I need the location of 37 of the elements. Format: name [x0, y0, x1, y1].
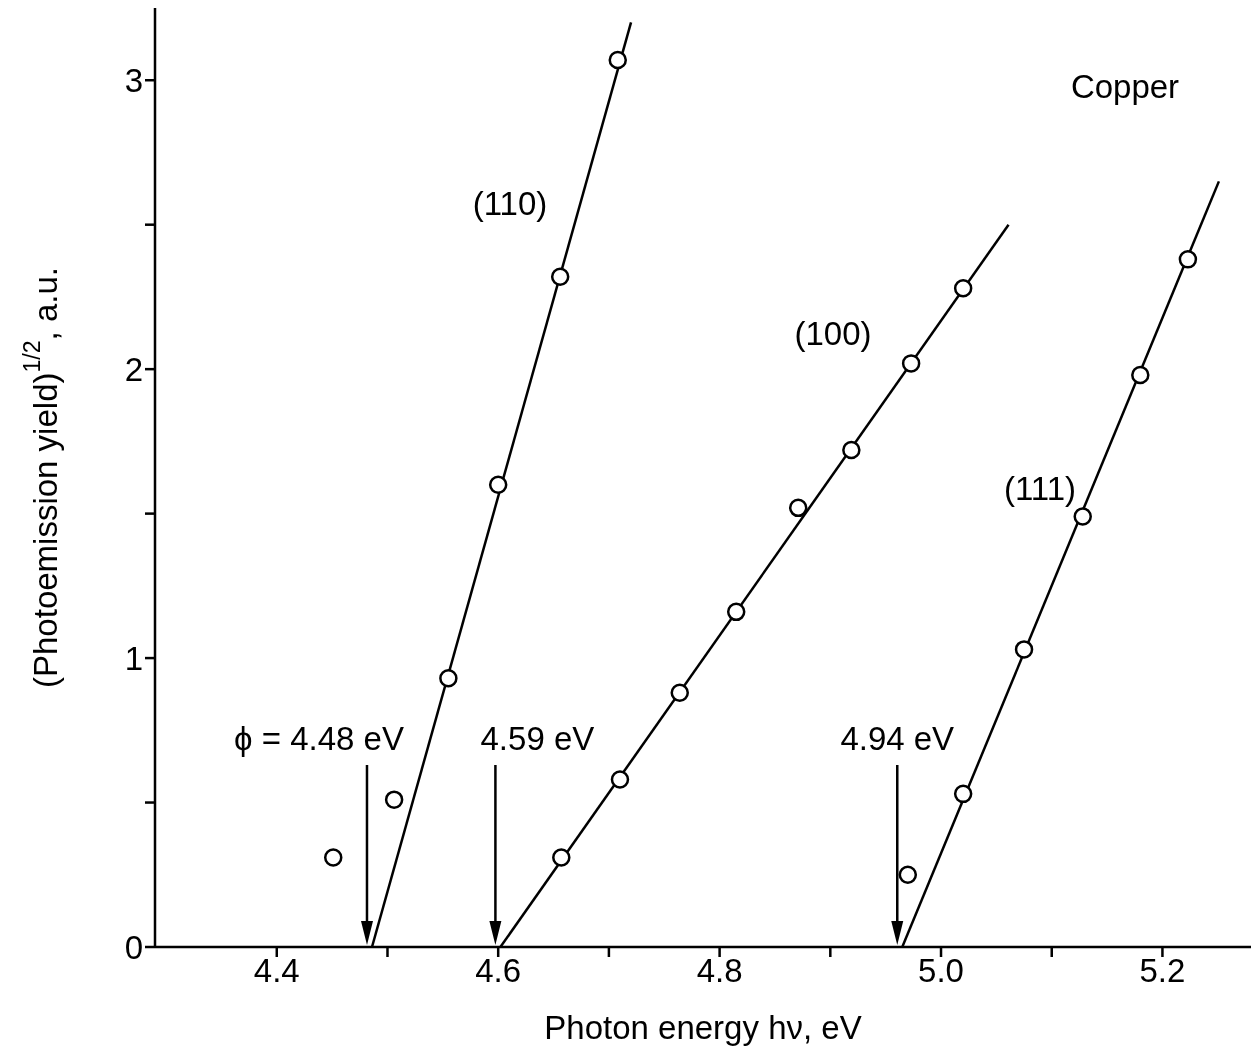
point [323, 848, 343, 867]
point [488, 475, 508, 494]
point [901, 354, 921, 373]
point [1073, 507, 1092, 526]
annotation: (100) [794, 314, 872, 352]
point [608, 50, 628, 70]
annotation: 4.59 eV [480, 720, 595, 757]
point [842, 440, 861, 460]
point [610, 770, 630, 789]
point [788, 498, 808, 518]
y-tick-label: 3 [124, 61, 143, 99]
point [1178, 250, 1198, 269]
annotation: ϕ = 4.48 eV [234, 720, 404, 757]
annotation: 4.94 eV [840, 720, 955, 757]
annotation: (110) [472, 184, 548, 222]
point [552, 848, 571, 867]
point [1131, 365, 1150, 385]
y-tick-label: 2 [124, 350, 143, 388]
point [384, 790, 404, 809]
point [1014, 640, 1034, 659]
x-axis-title: Photon energy hν, eV [544, 1009, 862, 1046]
point [550, 267, 570, 286]
point [670, 683, 689, 702]
x-tick-label: 4.4 [253, 952, 300, 990]
x-tick-label: 5.2 [1139, 952, 1186, 990]
point [726, 602, 746, 622]
point [898, 865, 918, 885]
annotation: Copper [1070, 67, 1180, 105]
point [439, 669, 458, 688]
x-tick-label: 4.8 [696, 952, 743, 990]
x-tick-label: 4.6 [475, 952, 522, 990]
y-tick-label: 0 [124, 928, 143, 966]
point [953, 279, 973, 298]
y-tick-label: 1 [124, 639, 143, 677]
x-tick-label: 5.0 [918, 952, 964, 990]
point [953, 784, 973, 804]
annotation: (111) [1003, 469, 1077, 507]
